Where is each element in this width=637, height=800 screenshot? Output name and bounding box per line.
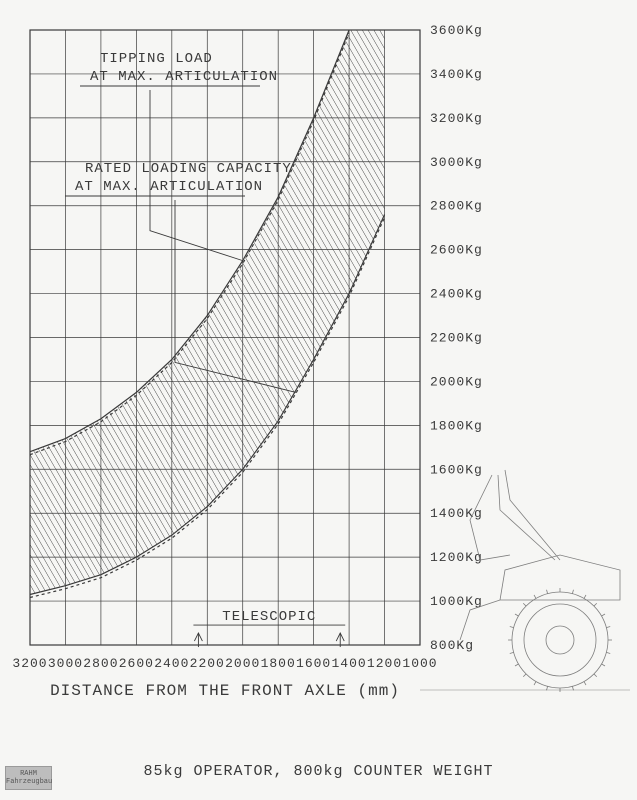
y-tick-label: 3400Kg (430, 67, 483, 82)
y-tick-label: 1000Kg (430, 594, 483, 609)
x-tick-label: 2600 (119, 656, 154, 671)
x-tick-label: 2800 (83, 656, 118, 671)
x-tick-label: 1800 (261, 656, 296, 671)
rated-label: RATED LOADING CAPACITY (85, 161, 292, 177)
y-tick-label: 3000Kg (430, 155, 483, 170)
y-tick-label: 2000Kg (430, 374, 483, 389)
x-axis-title: DISTANCE FROM THE FRONT AXLE (mm) (50, 682, 400, 700)
x-tick-label: 1200 (367, 656, 402, 671)
x-tick-label: 2000 (225, 656, 260, 671)
y-tick-label: 800Kg (430, 638, 474, 653)
y-tick-label: 2400Kg (430, 287, 483, 302)
y-tick-label: 3600Kg (430, 23, 483, 38)
tipping-label2: AT MAX. ARTICULATION (90, 69, 278, 85)
rated-label2: AT MAX. ARTICULATION (75, 179, 263, 195)
y-tick-label: 1800Kg (430, 418, 483, 433)
x-tick-label: 3200 (12, 656, 47, 671)
x-tick-label: 3000 (48, 656, 83, 671)
y-tick-label: 2200Kg (430, 331, 483, 346)
y-tick-label: 3200Kg (430, 111, 483, 126)
y-tick-label: 1200Kg (430, 550, 483, 565)
x-tick-label: 1600 (296, 656, 331, 671)
y-tick-label: 1600Kg (430, 462, 483, 477)
load-chart: 800Kg 1000Kg 1200Kg 1400Kg 1600Kg 1800Kg 2000K… (0, 0, 637, 800)
watermark-line1: RAHM (6, 770, 51, 778)
x-tick-label: 1000 (402, 656, 437, 671)
y-tick-label: 1400Kg (430, 506, 483, 521)
tipping-label: TIPPING LOAD (100, 51, 213, 67)
x-tick-label: 1400 (331, 656, 366, 671)
telescopic-label: TELESCOPIC (222, 609, 316, 625)
watermark-line2: Fahrzeugbau (6, 778, 51, 786)
y-tick-label: 2600Kg (430, 243, 483, 258)
brand-watermark: RAHM Fahrzeugbau (5, 766, 52, 790)
chart-svg: 800Kg 1000Kg 1200Kg 1400Kg 1600Kg 1800Kg 2000K… (0, 0, 637, 800)
x-tick-label: 2200 (190, 656, 225, 671)
x-tick-label: 2400 (154, 656, 189, 671)
y-tick-label: 2800Kg (430, 199, 483, 214)
footer-note: 85kg OPERATOR, 800kg COUNTER WEIGHT (0, 763, 637, 780)
